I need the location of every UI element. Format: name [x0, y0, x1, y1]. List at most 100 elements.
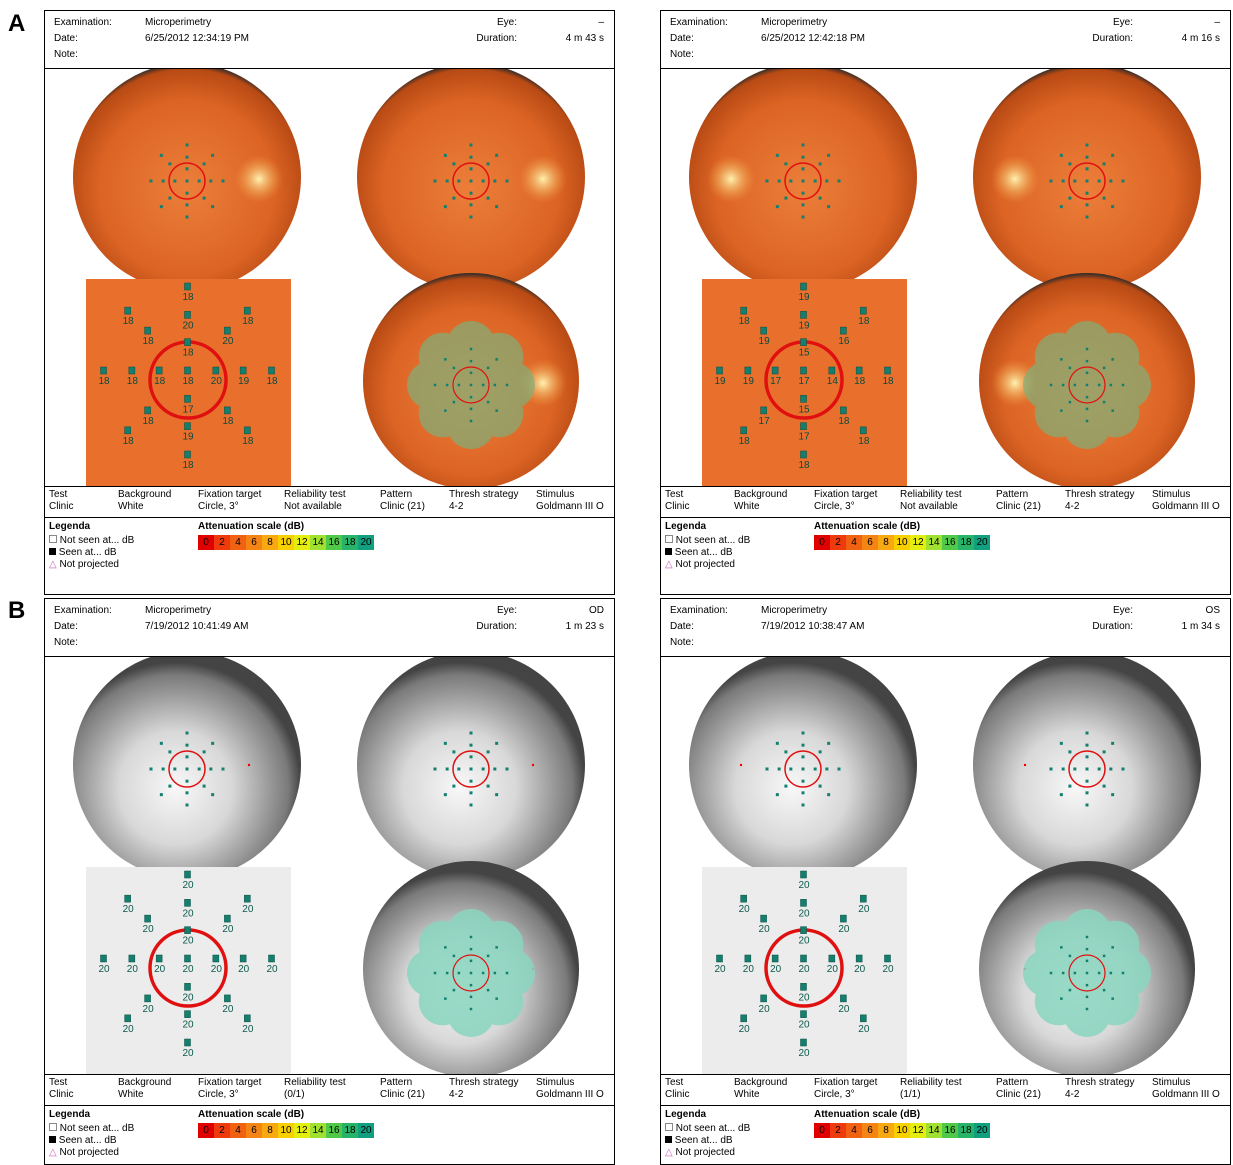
stimulus-dot	[211, 205, 215, 209]
stimulus-dot	[1085, 959, 1089, 963]
stimulus-marker	[860, 426, 867, 435]
threshold-value: 20	[854, 964, 866, 975]
stimulus-dot	[1085, 971, 1089, 975]
threshold-value: 19	[798, 320, 810, 331]
threshold-value: 18	[123, 436, 135, 447]
info-header: Background	[734, 489, 788, 500]
legend-item: Seen at... dB	[49, 1135, 117, 1146]
stimulus-marker	[124, 894, 131, 903]
stimulus-dot	[469, 371, 473, 375]
stimulus-dot	[1085, 1007, 1089, 1011]
stimulus-dot	[457, 383, 461, 387]
scale-cell: 16	[942, 535, 958, 550]
stimulus-dot	[495, 997, 498, 1000]
scale-cell: 12	[910, 535, 926, 550]
threshold-value: 19	[743, 376, 755, 387]
threshold-value: 20	[182, 992, 194, 1003]
report-panel: Examination: Microperimetry Date: 6/25/2012…	[660, 10, 1231, 595]
threshold-value: 20	[759, 924, 771, 935]
stimulus-dot	[457, 971, 461, 975]
stimulus-dot	[1085, 203, 1089, 207]
stimulus-dot	[486, 196, 490, 200]
info-header: Pattern	[380, 489, 413, 500]
field-value: 1 m 34 s	[1181, 621, 1220, 632]
stimulus-marker	[800, 282, 807, 291]
threshold-value: 20	[858, 904, 870, 915]
threshold-value: 18	[266, 376, 278, 387]
stimulus-dot	[486, 750, 490, 754]
stimulus-dot	[827, 741, 831, 745]
stimulus-dot	[1085, 155, 1089, 159]
info-value: Clinic	[665, 501, 690, 512]
stimulus-dot	[469, 959, 473, 963]
stimulus-dot	[801, 755, 805, 759]
stimulus-dot	[1085, 419, 1089, 423]
info-header: Reliability test	[284, 489, 346, 500]
stimulus-dot	[827, 793, 831, 797]
stimulus-dot	[495, 205, 499, 209]
stimulus-dot	[452, 750, 456, 754]
stimulus-dot	[1085, 215, 1089, 219]
stimulus-dot	[481, 971, 485, 975]
stimulus-marker	[184, 1010, 191, 1018]
legend-text: Seen at... dB	[674, 1135, 733, 1146]
field-label: Duration:	[1092, 621, 1133, 632]
fixation-circle	[452, 366, 490, 404]
stimulus-dot	[202, 784, 206, 788]
threshold-value: 20	[182, 880, 194, 891]
stimulus-dot	[211, 793, 215, 797]
stimulus-dot	[1085, 191, 1089, 195]
scale-cell: 2	[830, 535, 846, 550]
info-value: White	[118, 1089, 144, 1100]
stimulus-marker	[840, 914, 847, 923]
stimulus-dot	[1085, 995, 1089, 999]
stimulus-marker	[184, 870, 191, 879]
stimulus-dot	[818, 784, 822, 788]
stimulus-dot	[801, 167, 805, 171]
stimulus-dot	[1109, 767, 1113, 771]
info-value: Goldmann III O	[536, 501, 604, 512]
stimulus-dot	[1102, 954, 1106, 958]
stimulus-dot	[168, 784, 172, 788]
info-value: White	[734, 1089, 760, 1100]
stimulus-dot	[775, 741, 779, 745]
stimulus-marker	[800, 338, 807, 346]
stimulus-dot	[1060, 997, 1063, 1000]
info-value: Goldmann III O	[1152, 501, 1220, 512]
threshold-value: 20	[123, 904, 135, 915]
stimulus-dot	[495, 358, 498, 361]
stimulus-marker	[716, 366, 723, 375]
stimulus-dot	[161, 179, 165, 183]
stimulus-dot	[469, 731, 473, 735]
stimulus-dot	[784, 784, 788, 788]
scale-cell: 0	[814, 535, 830, 550]
scale-cell: 2	[214, 535, 230, 550]
stimulus-marker	[800, 1038, 807, 1047]
stimulus-dot	[784, 196, 788, 200]
stimulus-marker	[184, 983, 191, 991]
field-label: Date:	[54, 621, 78, 632]
threshold-value: 20	[798, 1020, 810, 1031]
stimulus-dot	[1085, 383, 1089, 387]
scale-cell: 8	[262, 1123, 278, 1138]
legend-item: Seen at... dB	[665, 547, 733, 558]
info-header: Pattern	[996, 489, 1029, 500]
stimulus-dot	[1059, 153, 1063, 157]
info-value: (1/1)	[900, 1089, 921, 1100]
stimulus-dot	[801, 191, 805, 195]
info-value: Goldmann III O	[536, 1089, 604, 1100]
stimulus-dot	[1085, 143, 1089, 147]
threshold-value: 15	[798, 348, 810, 359]
scale-cell: 20	[974, 535, 990, 550]
stimulus-dot	[1061, 179, 1065, 183]
threshold-value: 20	[798, 936, 810, 947]
stimulus-marker	[771, 954, 779, 963]
threshold-value: 20	[739, 1024, 751, 1035]
stimulus-marker	[760, 406, 767, 415]
fixation-circle	[1068, 366, 1106, 404]
stimulus-dot	[444, 946, 447, 949]
threshold-value: 20	[714, 964, 726, 975]
stimulus-dot	[1109, 971, 1113, 975]
info-header: Thresh strategy	[449, 489, 519, 500]
scale-cell: 10	[278, 535, 294, 550]
